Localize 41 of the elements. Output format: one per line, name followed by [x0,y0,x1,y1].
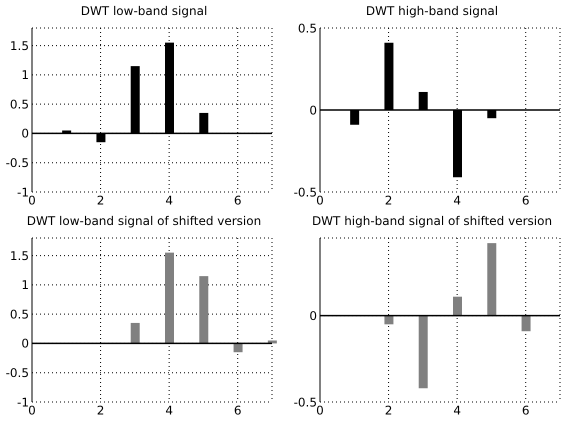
y-tick-label: 0.5 [10,307,29,322]
x-tick-label: 4 [453,404,461,418]
x-tick-label: 4 [165,404,173,418]
x-tick-label: 4 [165,194,173,208]
bar [453,296,462,316]
y-tick-label: -1 [17,185,29,200]
x-tick-label: 6 [234,404,242,418]
bar [234,343,243,352]
x-tick-label: 6 [522,194,530,208]
bar [165,252,174,344]
chart-title: DWT high-band signal of shifted version [310,213,554,230]
bar [522,316,531,332]
x-tick-label: 2 [384,194,392,208]
chart-title: DWT high-band signal [364,3,500,20]
x-tick-label: 4 [453,194,461,208]
y-tick-label: 0 [309,308,317,323]
y-tick-label: -0.5 [294,395,317,410]
chart-title: DWT low-band signal of shifted version [26,213,262,230]
x-tick-label: 6 [234,194,242,208]
y-tick-label: -0.5 [6,366,29,380]
y-tick-label: 1 [21,278,29,292]
y-tick-label: 1 [21,68,29,82]
y-tick-label: -0.5 [294,185,317,200]
bar [418,316,428,388]
x-tick-label: 2 [96,194,104,208]
bar [199,276,208,344]
x-tick-label: 2 [96,404,104,418]
x-tick-label: 6 [522,404,530,418]
y-tick-label: 1.5 [10,38,29,53]
y-tick-label: 1.5 [10,248,29,263]
bar [487,243,496,316]
chart-title: DWT low-band signal [80,3,208,20]
y-tick-label: 0 [21,126,29,141]
y-tick-label: -1 [17,395,29,410]
y-tick-label: 0.5 [298,21,317,36]
y-tick-label: 0 [21,336,29,351]
y-tick-label: 0 [309,103,317,118]
x-tick-label: 2 [384,404,392,418]
y-tick-label: 0.5 [10,97,29,112]
y-tick-label: -0.5 [6,156,29,170]
bar [130,322,140,344]
